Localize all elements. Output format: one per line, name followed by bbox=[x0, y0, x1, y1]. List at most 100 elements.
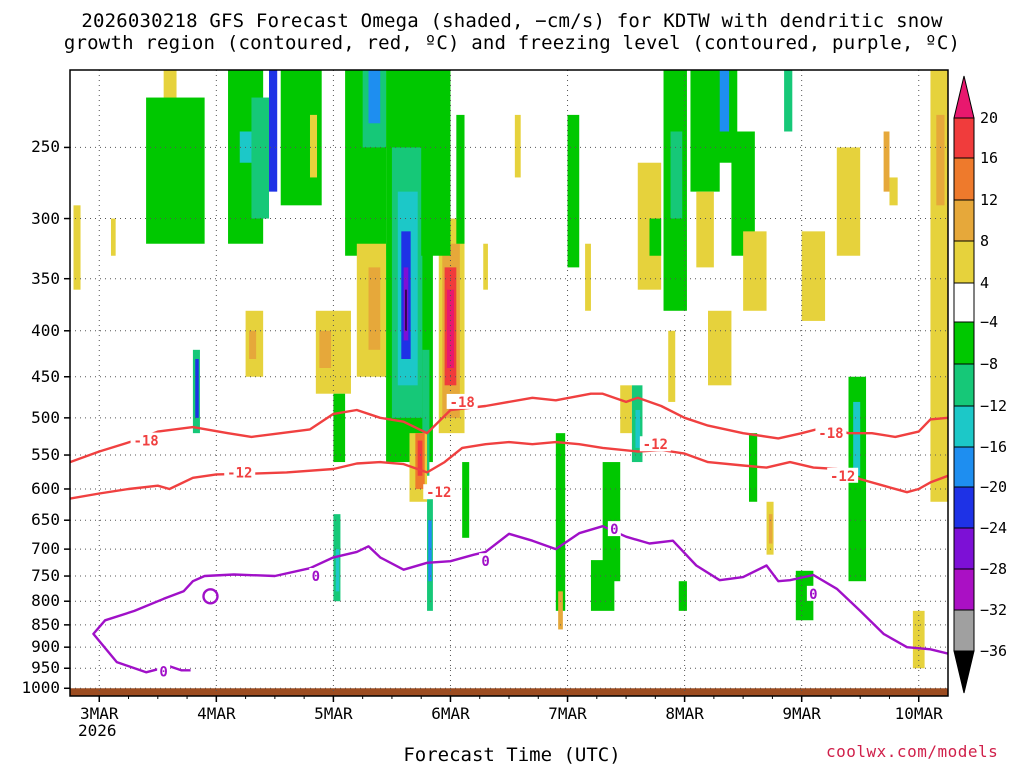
omega-cell bbox=[462, 462, 470, 538]
omega-cell bbox=[333, 393, 346, 463]
omega-cell bbox=[696, 191, 714, 268]
colorbar-tick-label: −28 bbox=[980, 560, 1008, 578]
contour-label-bg bbox=[130, 432, 162, 448]
omega-cell bbox=[335, 549, 340, 592]
omega-cell bbox=[446, 289, 454, 368]
omega-cell bbox=[146, 97, 205, 244]
omega-cell bbox=[567, 114, 580, 268]
colorbar-tick-label: 8 bbox=[980, 232, 990, 250]
colorbar-tick-label: 20 bbox=[980, 109, 999, 127]
x-axis-title: Forecast Time (UTC) bbox=[403, 744, 621, 766]
colorbar-bin bbox=[953, 240, 975, 284]
colorbar-bin bbox=[953, 157, 975, 201]
contours: -18 -18 -18 -12 -12 -12 -12 0 0 0 0 0 bbox=[70, 392, 948, 681]
y-tick-label: 750 bbox=[31, 566, 60, 586]
colorbar-tick-label: −20 bbox=[980, 478, 1008, 496]
omega-cell bbox=[421, 70, 451, 256]
colorbar-bin bbox=[953, 282, 975, 323]
y-tick-label: 850 bbox=[31, 614, 60, 634]
chart-title-line-1: 2026030218 GFS Forecast Omega (shaded, −… bbox=[81, 10, 943, 32]
y-tick-label: 500 bbox=[31, 407, 60, 427]
contour-label: -18 bbox=[133, 434, 158, 450]
contour--12-line bbox=[70, 440, 948, 500]
y-tick-label: 900 bbox=[31, 637, 60, 657]
omega-cell bbox=[668, 330, 676, 402]
colorbar-bottom-arrow bbox=[953, 650, 975, 694]
colorbar-bin bbox=[953, 321, 975, 365]
contour-label-bg bbox=[806, 585, 820, 601]
colorbar-bin bbox=[953, 117, 975, 159]
contour-label: 0 bbox=[312, 569, 320, 585]
colorbar-bin bbox=[953, 568, 975, 611]
omega-cell bbox=[269, 70, 278, 192]
credit-link[interactable]: coolwx.com/models bbox=[826, 742, 999, 761]
omega-cell bbox=[428, 520, 432, 582]
omega-cell bbox=[731, 131, 755, 256]
omega-cell bbox=[483, 243, 488, 290]
omega-cell bbox=[558, 591, 563, 630]
y-tick-label: 250 bbox=[31, 137, 60, 157]
contour-label: -12 bbox=[426, 485, 451, 501]
contour-label-bg bbox=[607, 521, 621, 537]
omega-cell bbox=[417, 440, 423, 476]
colorbar-tick-label: 4 bbox=[980, 274, 990, 292]
colorbar-bin bbox=[953, 486, 975, 529]
y-tick-label: 600 bbox=[31, 478, 60, 498]
colorbar-tick-label: 12 bbox=[980, 191, 999, 209]
contour-0-line bbox=[92, 525, 948, 674]
contour-0-loop bbox=[202, 588, 219, 605]
omega-cell bbox=[635, 409, 641, 448]
omega-cell bbox=[649, 218, 662, 256]
omega-cell bbox=[795, 570, 814, 621]
contour-label-bg bbox=[479, 553, 493, 569]
colorbar-tick-label: 16 bbox=[980, 149, 999, 167]
omega-cell bbox=[368, 70, 381, 124]
contour-label-bg bbox=[446, 393, 478, 409]
colorbar-bin bbox=[953, 609, 975, 652]
omega-cell bbox=[422, 349, 430, 476]
omega-cell bbox=[784, 70, 793, 132]
x-tick-label: 7MAR bbox=[548, 704, 587, 723]
omega-cell bbox=[670, 131, 683, 219]
contour-label-bg bbox=[639, 436, 671, 452]
colorbar bbox=[953, 75, 975, 694]
x-tick-label: 8MAR bbox=[665, 704, 704, 723]
y-tick-label: 1000 bbox=[21, 678, 60, 698]
colorbar-tick-label: −8 bbox=[980, 355, 999, 373]
y-tick-label: 950 bbox=[31, 658, 60, 678]
colorbar-bin bbox=[953, 199, 975, 242]
omega-cell bbox=[912, 610, 925, 669]
contour-label: -12 bbox=[227, 465, 252, 481]
y-tick-label: 650 bbox=[31, 510, 60, 530]
omega-cell bbox=[678, 581, 687, 611]
chart-title-line-2: growth region (contoured, red, ºC) and f… bbox=[63, 32, 961, 54]
contour-label: -18 bbox=[450, 395, 475, 411]
contour-label: 0 bbox=[481, 554, 489, 570]
contour-label: 0 bbox=[159, 665, 167, 681]
colorbar-bin bbox=[953, 527, 975, 570]
contour-label-bg bbox=[157, 663, 171, 679]
colorbar-tick-label: −12 bbox=[980, 397, 1008, 415]
omega-cell bbox=[708, 310, 732, 386]
x-tick-label: 9MAR bbox=[782, 704, 821, 723]
omega-cell bbox=[936, 114, 945, 206]
omega-cell bbox=[836, 147, 861, 256]
colorbar-tick-label: −36 bbox=[980, 642, 1008, 660]
y-tick-label: 350 bbox=[31, 268, 60, 288]
colorbar-tick-label: −4 bbox=[980, 313, 999, 331]
y-tick-label: 300 bbox=[31, 208, 60, 228]
contour-label-bg bbox=[423, 484, 455, 500]
omega-cell bbox=[251, 97, 270, 219]
omega-cell bbox=[853, 401, 861, 476]
contour-label: -12 bbox=[830, 469, 855, 485]
contour-label: -18 bbox=[818, 426, 843, 442]
y-tick-label: 550 bbox=[31, 445, 60, 465]
colorbar-bin bbox=[953, 446, 975, 488]
ground-terrain bbox=[70, 688, 948, 696]
x-tick-label: 4MAR bbox=[197, 704, 236, 723]
omega-cell bbox=[801, 231, 826, 321]
colorbar-top-arrow bbox=[953, 75, 975, 119]
omega-cell bbox=[743, 231, 767, 311]
omega-cell bbox=[620, 385, 632, 434]
x-tick-label: 6MAR bbox=[431, 704, 470, 723]
